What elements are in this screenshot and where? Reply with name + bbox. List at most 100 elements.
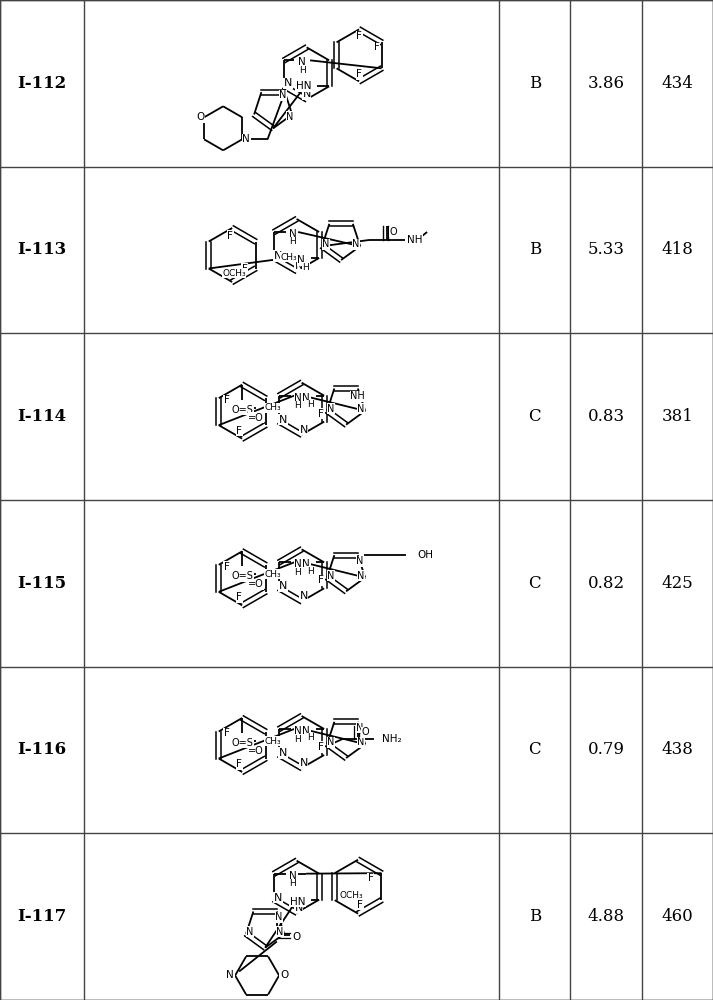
Text: N: N [327,404,335,414]
Text: N: N [242,134,250,144]
Text: NH₂: NH₂ [382,734,401,744]
Text: F: F [224,728,230,738]
Text: F: F [318,575,324,585]
Text: F: F [227,231,233,241]
Text: N: N [299,425,308,435]
Text: =O: =O [248,413,264,423]
Text: N: N [279,415,287,425]
Text: 425: 425 [662,575,693,592]
Text: I-114: I-114 [18,408,66,425]
Text: H: H [294,734,301,744]
Text: N: N [322,239,330,249]
Text: 0.82: 0.82 [588,575,625,592]
Text: F: F [368,873,374,883]
Text: N: N [279,90,287,100]
Text: 0.79: 0.79 [588,742,625,758]
Text: N: N [226,970,234,980]
Text: O: O [389,227,396,237]
Text: N: N [357,571,365,581]
Text: N: N [284,78,292,88]
Text: 381: 381 [662,408,693,425]
Text: F: F [318,742,324,752]
Text: N: N [279,581,287,591]
Text: F: F [224,562,230,572]
Text: 5.33: 5.33 [588,241,625,258]
Text: =O: =O [248,579,264,589]
Text: N: N [327,737,335,747]
Text: C: C [528,408,541,425]
Text: H: H [299,66,305,75]
Text: O: O [361,727,369,737]
Text: F: F [318,409,324,419]
Text: I-116: I-116 [18,742,66,758]
Text: O=S: O=S [231,405,253,415]
Text: F: F [356,69,362,79]
Text: N: N [299,758,308,768]
Text: H: H [289,237,296,246]
Text: OCH₃: OCH₃ [339,891,364,900]
Text: O: O [196,112,204,122]
Text: N: N [357,737,365,747]
Text: H: H [302,262,309,271]
Text: N: N [294,393,302,403]
Text: N: N [279,748,287,758]
Text: N: N [289,871,297,881]
Text: I-115: I-115 [18,575,66,592]
Text: N: N [294,903,303,913]
Text: O=S: O=S [231,571,253,581]
Text: H: H [307,400,314,409]
Text: H: H [307,567,314,576]
Text: N: N [356,556,364,566]
Text: B: B [528,908,541,925]
Text: F: F [374,42,379,52]
Text: F: F [236,759,242,769]
Text: 418: 418 [662,241,693,258]
Text: N: N [294,261,303,271]
Text: B: B [528,241,541,258]
Text: N: N [289,229,297,239]
Text: 434: 434 [662,75,693,92]
Text: CH₃: CH₃ [264,570,281,579]
Text: N: N [352,239,360,249]
Text: N: N [294,726,302,736]
Text: N: N [274,251,282,261]
Text: 3.86: 3.86 [588,75,625,92]
Text: N: N [247,927,254,937]
Text: I-113: I-113 [17,241,67,258]
Text: OCH₃: OCH₃ [222,268,246,277]
Text: =O: =O [248,746,264,756]
Text: N: N [298,57,306,67]
Text: NH: NH [407,235,423,245]
Text: N: N [287,112,294,122]
Text: HN: HN [289,897,305,907]
Text: N: N [327,571,335,581]
Text: 4.88: 4.88 [588,908,625,925]
Text: N: N [299,591,308,601]
Text: I-112: I-112 [17,75,67,92]
Text: N: N [277,927,284,937]
Text: C: C [528,575,541,592]
Text: O: O [293,932,301,942]
Text: NH: NH [351,391,365,401]
Text: F: F [356,31,362,41]
Text: N: N [302,559,310,569]
Text: F: F [236,426,242,436]
Text: F: F [236,592,242,602]
Text: O: O [280,970,288,980]
Text: H: H [307,734,314,742]
Text: N: N [294,559,302,569]
Text: O=S: O=S [231,738,253,748]
Text: HN: HN [296,81,311,91]
Text: CH₃: CH₃ [264,736,281,746]
Text: F: F [357,900,363,910]
Text: C: C [528,742,541,758]
Text: F: F [224,395,230,405]
Text: N: N [302,89,311,99]
Text: N: N [297,255,305,265]
Text: CH₃: CH₃ [280,252,297,261]
Text: 460: 460 [662,908,693,925]
Text: H: H [294,401,301,410]
Text: OH: OH [418,550,434,560]
Text: N: N [302,393,310,403]
Text: I-117: I-117 [17,908,67,925]
